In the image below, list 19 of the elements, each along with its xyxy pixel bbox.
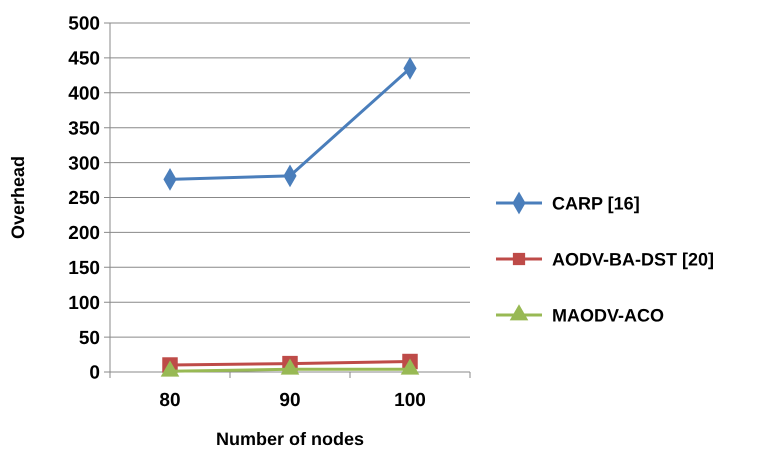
y-tick-label: 200 — [68, 223, 100, 244]
y-axis-title: Overhead — [8, 156, 28, 240]
legend-label: MAODV-ACO — [552, 305, 664, 326]
legend-label: CARP [16] — [552, 193, 640, 214]
legend-label: AODV-BA-DST [20] — [552, 249, 714, 270]
y-tick-label: 50 — [78, 328, 100, 349]
x-tick-label: 100 — [394, 390, 426, 411]
y-tick-label: 250 — [68, 188, 100, 210]
x-axis-title: Number of nodes — [216, 429, 364, 449]
y-tick-label: 150 — [68, 258, 100, 279]
y-tick-label: 300 — [68, 153, 100, 174]
y-tick-label: 350 — [68, 118, 100, 140]
y-tick-label: 500 — [68, 14, 100, 35]
y-tick-label: 100 — [68, 292, 100, 314]
y-tick-label: 450 — [68, 48, 100, 70]
x-tick-label: 90 — [279, 390, 301, 411]
y-tick-label: 0 — [89, 362, 100, 384]
y-tick-label: 400 — [68, 83, 100, 104]
x-tick-label: 80 — [159, 390, 181, 411]
